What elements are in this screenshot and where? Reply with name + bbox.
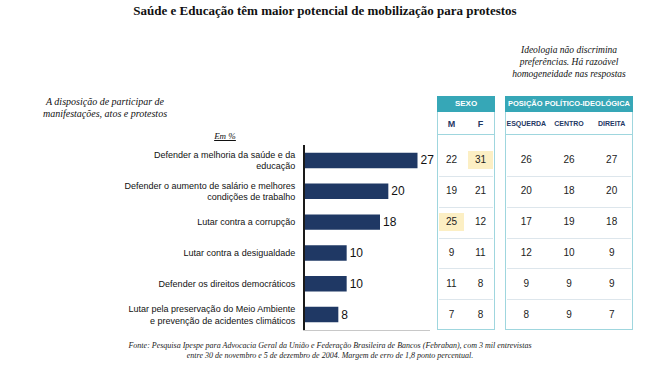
html-text:A disposição de participar de: A disposição de participar de manifestaç… [43,96,167,119]
html-text:19: 19 [445,185,458,197]
svg-text:18: 18 [383,215,397,229]
svg-text:Lutar contra a desigualdade: Lutar contra a desigualdade [184,248,296,258]
html-text:22: 22 [445,154,458,166]
html-text:20: 20 [520,185,532,197]
svg-text:Defender a melhoria da saúde e: Defender a melhoria da saúde e daeducaçã… [154,150,295,172]
html-text:19: 19 [563,216,575,228]
html-text:26: 26 [563,154,575,166]
html-text:9: 9 [523,277,530,289]
svg-text:10: 10 [350,246,364,260]
html-text:8: 8 [477,277,484,289]
html-text:11: 11 [475,246,486,258]
svg-text:27: 27 [421,153,435,167]
html-text:Fonte: Pesquisa Ipespe para Ad: Fonte: Pesquisa Ipespe para Advocacia Ge… [128,341,532,360]
svg-text:Defender os direitos democráti: Defender os direitos democráticos [159,279,296,289]
svg-text:10: 10 [350,277,364,291]
html-text:SEXO: SEXO [454,99,478,108]
html-text:POSIÇÃO POLÍTICO-IDEOLÓGICA: POSIÇÃO POLÍTICO-IDEOLÓGICA [508,99,630,108]
html-text:Ideologia não discrimina prefe: Ideologia não discrimina preferências. H… [512,45,626,79]
html-text:18: 18 [563,185,575,197]
html-text:8: 8 [523,308,530,320]
html-text:9: 9 [448,246,455,258]
html-text:8: 8 [477,308,484,320]
html-text:10: 10 [563,246,575,258]
html-text:20: 20 [606,185,618,197]
html-text:Em %: Em % [214,131,236,141]
html-text:25: 25 [445,216,458,228]
html-text:31: 31 [474,154,487,166]
svg-text:Defender o aumento de salário: Defender o aumento de salário e melhores… [125,181,296,203]
svg-text:20: 20 [391,184,405,198]
html-text:M: M [447,119,456,129]
html-text:9: 9 [608,246,615,258]
html-text:18: 18 [606,216,618,228]
html-text:12: 12 [520,246,532,258]
html-text:12: 12 [474,216,487,228]
html-text:17: 17 [520,216,532,228]
html-text:7: 7 [448,308,455,320]
html-text:11: 11 [446,277,457,289]
html-text:9: 9 [608,277,615,289]
html-text:27: 27 [606,154,618,166]
html-text:9: 9 [566,308,572,320]
html-text:CENTRO: CENTRO [554,120,584,127]
html-text:7: 7 [608,308,615,320]
svg-text:Lutar pela preservação do Meio: Lutar pela preservação do Meio Ambientee… [129,304,296,326]
svg-text:8: 8 [341,308,348,322]
svg-text:Saúde e Educação têm maior pot: Saúde e Educação têm maior potencial de … [133,3,516,18]
html-text:21: 21 [474,185,487,197]
html-text:26: 26 [520,154,532,166]
html-text:F: F [477,119,484,129]
svg-text:Lutar contra a corrupção: Lutar contra a corrupção [197,217,295,227]
html-text:9: 9 [566,277,572,289]
html-text:DIREITA: DIREITA [597,120,626,127]
html-text:ESQUERDA: ESQUERDA [506,120,547,127]
